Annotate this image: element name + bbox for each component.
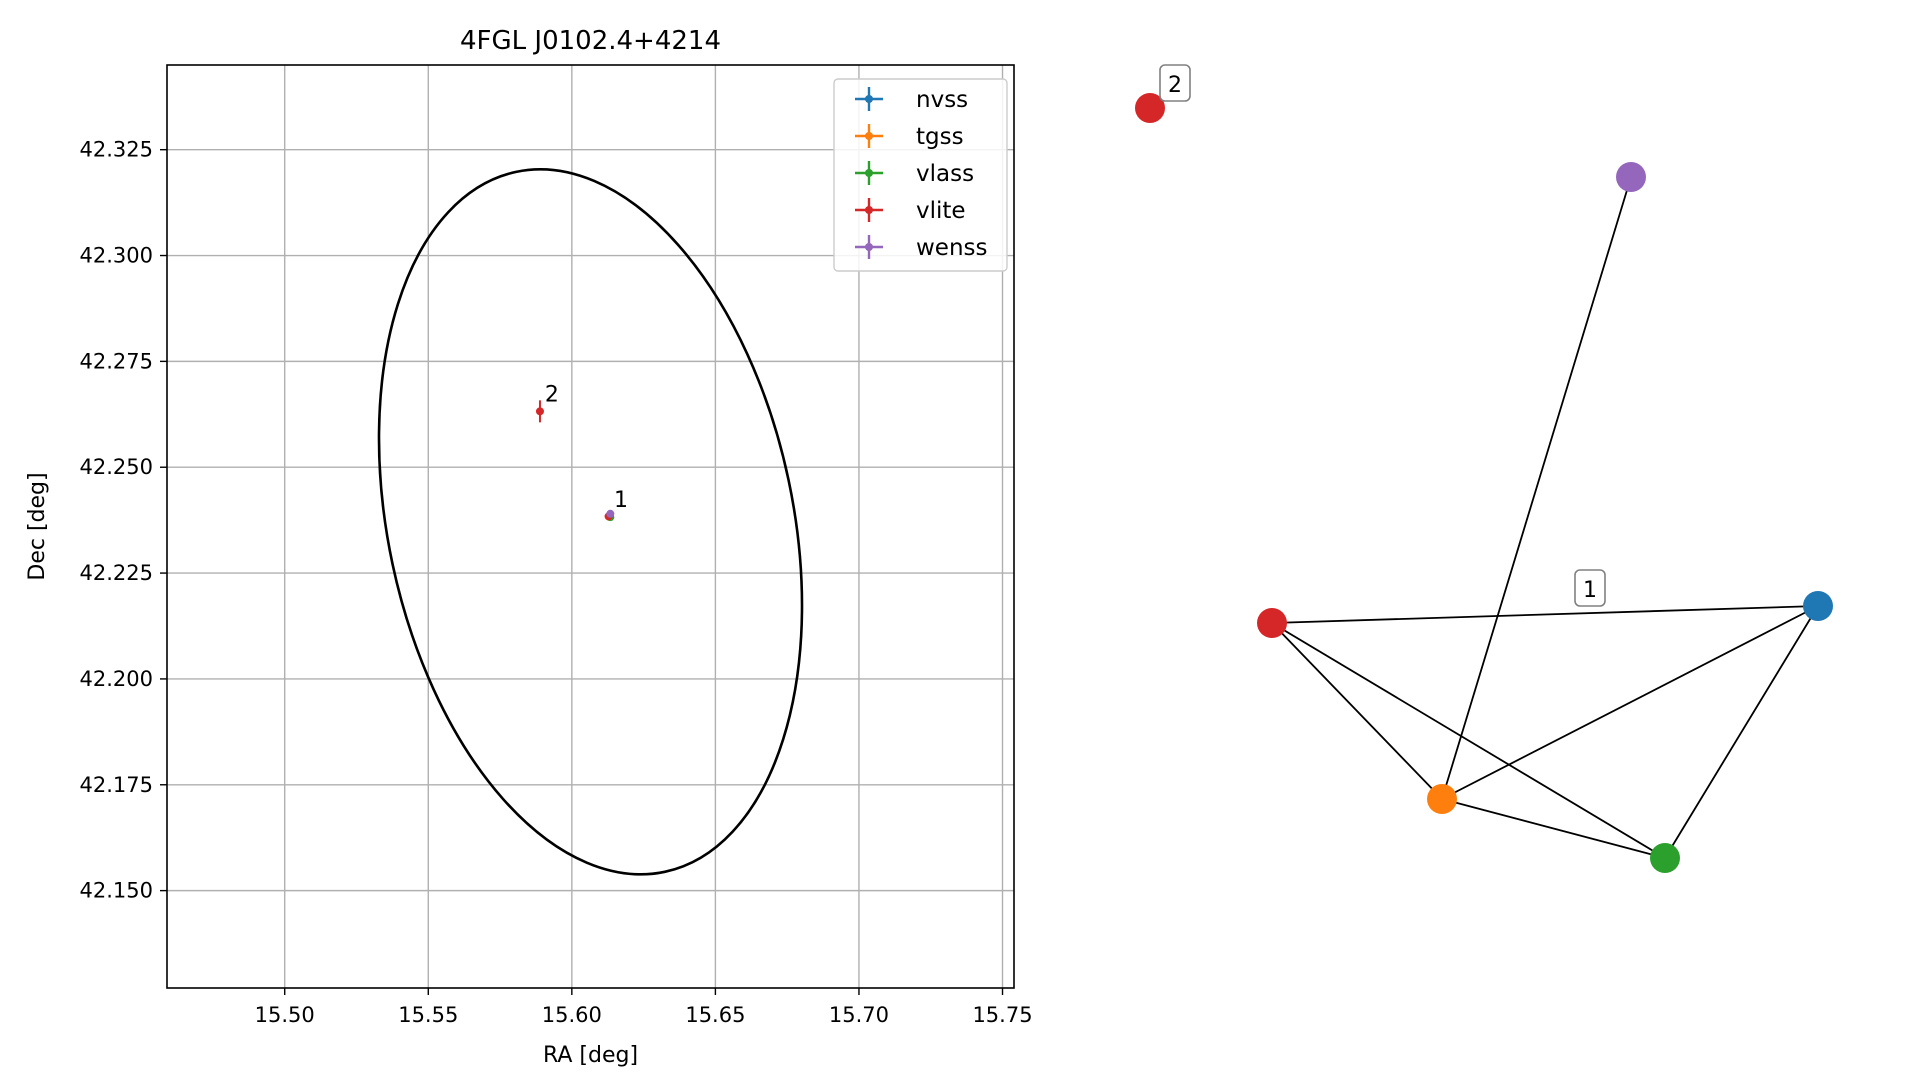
graph-edge xyxy=(1271,622,1666,859)
data-point-wenss xyxy=(606,509,615,518)
data-point-vlite xyxy=(535,400,544,423)
marker xyxy=(606,509,615,518)
graph-edge xyxy=(1271,605,1819,624)
y-tick-label: 42.225 xyxy=(80,561,153,585)
graph-node-wenss xyxy=(1616,162,1646,192)
graph-edge xyxy=(1664,605,1819,859)
graph-label-text: 2 xyxy=(1168,73,1182,98)
legend-entry-nvss: nvss xyxy=(855,87,968,113)
data-points xyxy=(535,400,615,522)
legend-label: tgss xyxy=(916,124,964,150)
legend-swatch-marker xyxy=(865,206,873,214)
legend-label: nvss xyxy=(916,87,968,113)
legend-box xyxy=(833,78,1008,272)
graph-node-vlite-2 xyxy=(1135,93,1165,123)
y-ticks: 42.150 42.175 42.200 42.225 42.250 42.275 42.3… xyxy=(80,138,167,903)
point-annotation: 2 xyxy=(545,383,559,408)
x-ticks: 15.50 15.55 15.60 15.65 15.70 15.75 xyxy=(255,988,1033,1027)
point-annotation: 1 xyxy=(614,488,628,513)
point-annotations: 12 xyxy=(545,383,628,513)
graph-node-nvss xyxy=(1803,591,1833,621)
legend-entry-tgss: tgss xyxy=(855,124,964,150)
graph-labels: 12 xyxy=(1159,64,1606,607)
legend-swatch-marker xyxy=(865,95,873,103)
x-tick-label: 15.65 xyxy=(685,1003,745,1027)
y-tick-label: 42.200 xyxy=(80,667,153,691)
graph-node-vlass xyxy=(1650,843,1680,873)
graph-node-tgss xyxy=(1427,784,1457,814)
x-tick-label: 15.60 xyxy=(542,1003,602,1027)
left-scatter-chart: 12 15.50 15.55 15.60 15.65 15.70 15.75 42.150… xyxy=(25,26,1033,1068)
y-axis-label: Dec [deg] xyxy=(25,472,50,580)
graph-edge xyxy=(1271,622,1443,800)
graph-edge xyxy=(1441,605,1819,800)
graph-label-box xyxy=(1159,64,1191,102)
graph-edge xyxy=(1441,798,1666,859)
legend-entry-vlass: vlass xyxy=(855,161,974,187)
y-tick-label: 42.175 xyxy=(80,773,153,797)
legend-swatch-marker xyxy=(865,243,873,251)
graph-label-text: 1 xyxy=(1583,578,1597,603)
axes-frame xyxy=(166,64,1015,989)
legend-label: wenss xyxy=(916,235,988,261)
marker xyxy=(535,407,544,416)
x-tick-label: 15.55 xyxy=(398,1003,458,1027)
y-tick-label: 42.275 xyxy=(80,349,153,373)
graph-label-box xyxy=(1574,569,1606,607)
legend-entry-wenss: wenss xyxy=(855,235,988,261)
x-tick-label: 15.70 xyxy=(829,1003,889,1027)
graph-edges xyxy=(1271,176,1819,859)
legend-swatch-marker xyxy=(865,132,873,140)
graph-nodes xyxy=(1135,93,1833,873)
chart-title: 4FGL J0102.4+4214 xyxy=(460,26,721,56)
x-tick-label: 15.75 xyxy=(972,1003,1032,1027)
y-tick-label: 42.250 xyxy=(80,455,153,479)
graph-label: 1 xyxy=(1574,569,1606,607)
graph-edge xyxy=(1441,176,1632,800)
legend-entry-vlite: vlite xyxy=(855,198,966,224)
uncertainty-ellipse-layer xyxy=(377,168,804,876)
graph-label: 2 xyxy=(1159,64,1191,102)
uncertainty-ellipse xyxy=(377,168,804,876)
legend-label: vlass xyxy=(916,161,974,187)
y-tick-label: 42.300 xyxy=(80,244,153,268)
legend: nvss tgss vlass vlite wenss xyxy=(833,78,1008,272)
y-tick-label: 42.325 xyxy=(80,138,153,162)
graph-node-vlite-1 xyxy=(1257,608,1287,638)
x-axis-label: RA [deg] xyxy=(543,1043,638,1068)
legend-label: vlite xyxy=(916,198,966,224)
x-tick-label: 15.50 xyxy=(255,1003,315,1027)
legend-swatch-marker xyxy=(865,169,873,177)
source-association-graph: 12 xyxy=(1135,64,1833,873)
y-tick-label: 42.150 xyxy=(80,879,153,903)
